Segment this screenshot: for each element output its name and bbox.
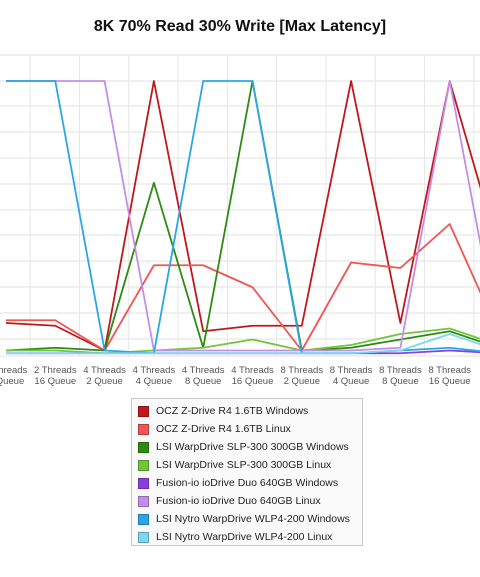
x-tick-label: 4 Threads bbox=[133, 365, 176, 376]
x-tick-label: 16 Queue bbox=[232, 376, 274, 387]
chart-title: 8K 70% Read 30% Write [Max Latency] bbox=[93, 18, 387, 35]
legend-item: Fusion-io ioDrive Duo 640GB Linux bbox=[138, 492, 362, 510]
legend-item: OCZ Z-Drive R4 1.6TB Windows bbox=[138, 402, 362, 420]
x-tick-label: 16 Queue bbox=[34, 376, 76, 387]
series-lines bbox=[5, 80, 480, 355]
legend-swatch bbox=[138, 531, 149, 543]
legend-item: OCZ Z-Drive R4 1.6TB Linux bbox=[138, 420, 362, 438]
legend-label: LSI Nytro WarpDrive WLP4-200 Windows bbox=[156, 513, 350, 525]
series-line-4 bbox=[6, 327, 480, 355]
series-line-7 bbox=[6, 80, 480, 355]
x-tick-label: 2 Threads bbox=[34, 365, 77, 376]
legend-item: LSI Nytro WarpDrive WLP4-200 Linux bbox=[138, 528, 362, 546]
legend-swatch bbox=[138, 423, 149, 435]
x-tick-label: 4 Threads bbox=[83, 365, 126, 376]
x-tick-label: 2 Threads bbox=[0, 365, 28, 376]
legend-swatch bbox=[138, 495, 149, 507]
x-tick-label: 4 Queue bbox=[0, 376, 24, 387]
series-line-2 bbox=[6, 223, 480, 352]
legend-item: LSI WarpDrive SLP-300 300GB Windows bbox=[138, 438, 362, 456]
legend-label: OCZ Z-Drive R4 1.6TB Linux bbox=[156, 423, 291, 435]
x-tick-label: 8 Queue bbox=[382, 376, 418, 387]
legend-swatch bbox=[138, 513, 149, 525]
series-line-3 bbox=[5, 80, 480, 352]
x-tick-label: 8 Threads bbox=[280, 365, 323, 376]
legend-swatch bbox=[138, 441, 149, 453]
legend-item: LSI WarpDrive SLP-300 300GB Linux bbox=[138, 456, 362, 474]
legend-label: LSI WarpDrive SLP-300 300GB Linux bbox=[156, 459, 332, 471]
x-tick-label: 2 Queue bbox=[86, 376, 122, 387]
legend-item: LSI Nytro WarpDrive WLP4-200 Windows bbox=[138, 510, 362, 528]
legend-swatch bbox=[138, 405, 149, 417]
x-tick-label: 4 Threads bbox=[182, 365, 225, 376]
x-tick-label: 16 Queue bbox=[429, 376, 471, 387]
x-tick-label: 4 Queue bbox=[136, 376, 172, 387]
x-tick-label: 8 Threads bbox=[428, 365, 471, 376]
legend-swatch bbox=[138, 459, 149, 471]
x-tick-label: 4 Queue bbox=[333, 376, 369, 387]
x-tick-label: 8 Threads bbox=[379, 365, 422, 376]
x-tick-label: 2 Queue bbox=[284, 376, 320, 387]
x-tick-label: 4 Threads bbox=[231, 365, 274, 376]
legend-label: LSI Nytro WarpDrive WLP4-200 Linux bbox=[156, 531, 333, 543]
legend-label: OCZ Z-Drive R4 1.6TB Windows bbox=[156, 405, 309, 417]
series-line-6 bbox=[6, 80, 480, 352]
legend-label: Fusion-io ioDrive Duo 640GB Linux bbox=[156, 495, 321, 507]
legend-item: Fusion-io ioDrive Duo 640GB Windows bbox=[138, 474, 362, 492]
x-tick-label: 8 Threads bbox=[330, 365, 373, 376]
series-line-1 bbox=[5, 80, 480, 352]
legend-label: Fusion-io ioDrive Duo 640GB Windows bbox=[156, 477, 339, 489]
series-line-8 bbox=[6, 333, 480, 355]
legend-swatch bbox=[138, 477, 149, 489]
legend: OCZ Z-Drive R4 1.6TB Windows OCZ Z-Drive … bbox=[131, 398, 363, 546]
x-tick-label: 8 Queue bbox=[185, 376, 221, 387]
legend-label: LSI WarpDrive SLP-300 300GB Windows bbox=[156, 441, 349, 453]
